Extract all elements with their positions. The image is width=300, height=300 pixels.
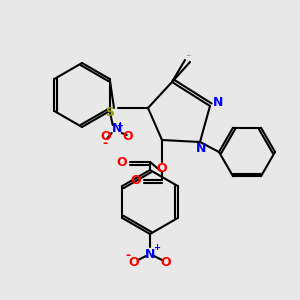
Text: O: O	[131, 173, 141, 187]
Text: N: N	[112, 122, 122, 136]
Text: O: O	[161, 256, 171, 268]
Text: -: -	[125, 250, 130, 262]
Text: O: O	[117, 155, 127, 169]
Text: O: O	[100, 130, 111, 143]
Text: N: N	[145, 248, 155, 260]
Text: +: +	[116, 121, 123, 130]
Text: methyl: methyl	[187, 55, 192, 56]
Text: O: O	[129, 256, 139, 268]
Text: N: N	[213, 97, 223, 110]
Text: N: N	[196, 142, 206, 155]
Text: O: O	[157, 161, 167, 175]
Text: -: -	[102, 137, 107, 151]
Text: +: +	[154, 242, 160, 251]
Text: O: O	[122, 130, 133, 143]
Text: S: S	[106, 106, 115, 119]
